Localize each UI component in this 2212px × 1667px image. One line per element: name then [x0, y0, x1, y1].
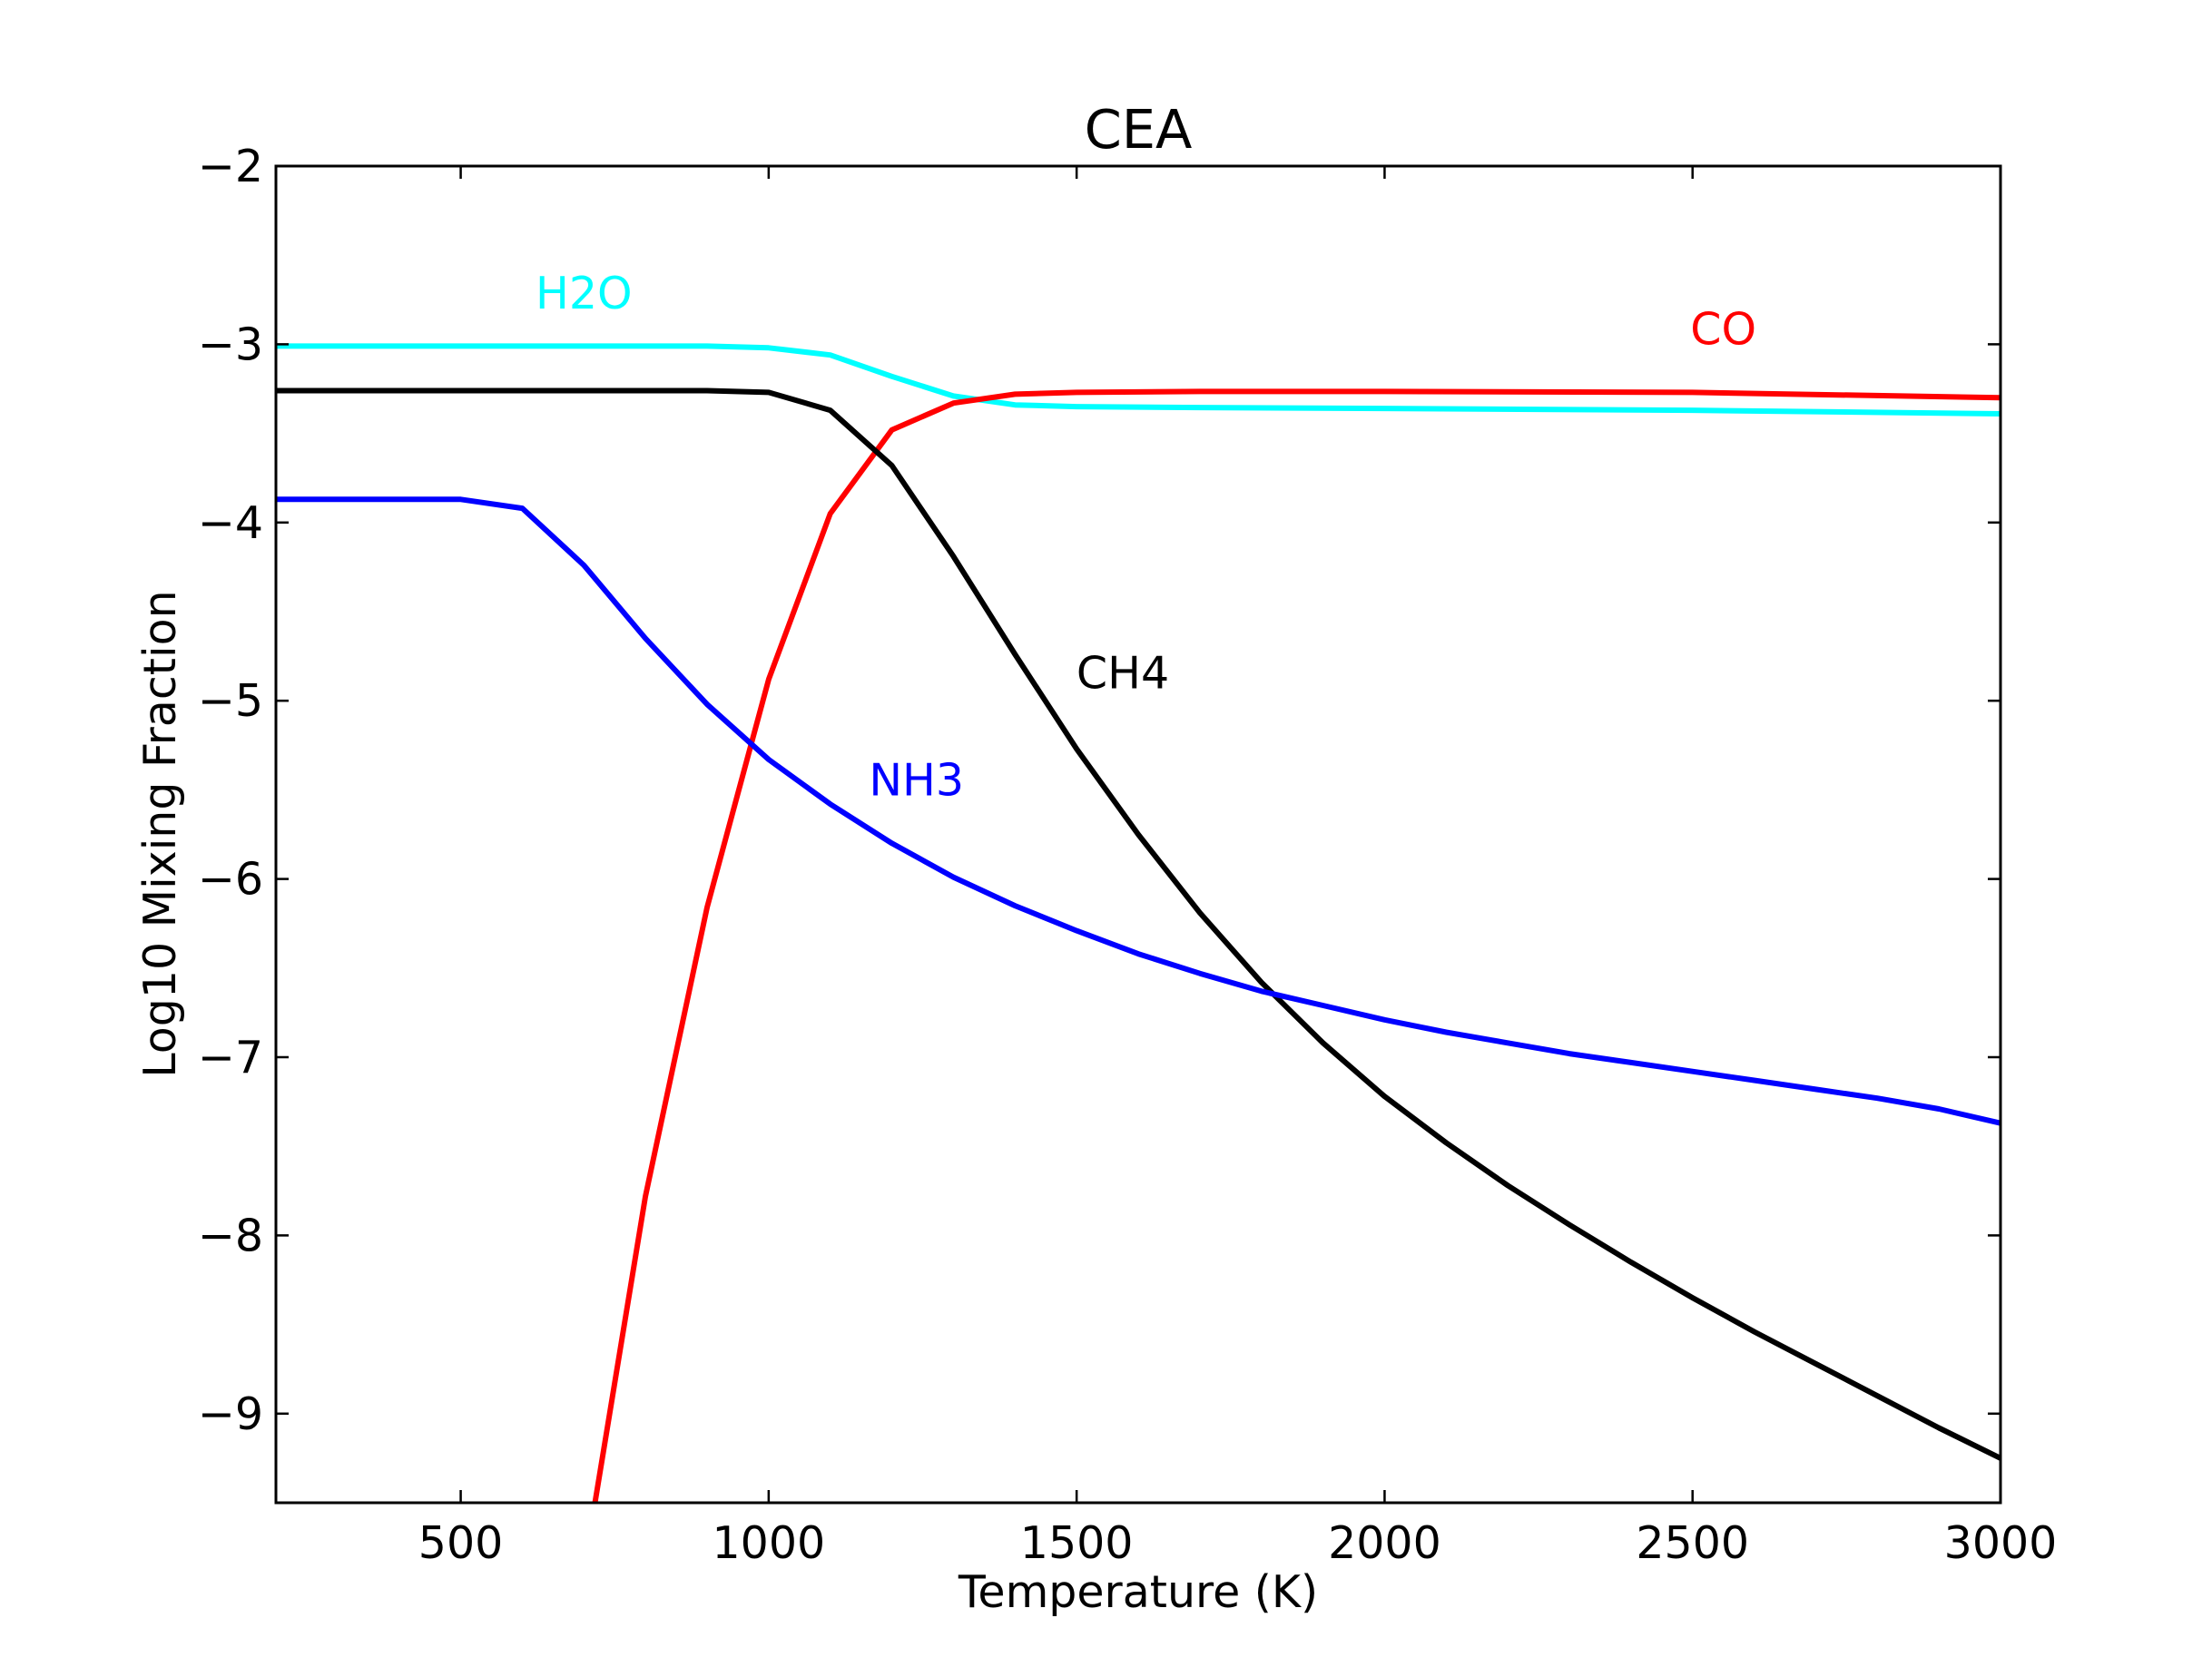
series-labels: H2O CO CH4 NH3	[536, 268, 1756, 806]
plot-frame	[274, 164, 2002, 1505]
y-tick-label: −5	[198, 675, 263, 727]
x-tick-label: 2000	[1328, 1517, 1441, 1569]
series-label-co: CO	[1690, 303, 1756, 355]
y-tick-label: −6	[198, 854, 263, 906]
y-tick-label: −2	[198, 141, 263, 192]
series-line-nh3	[276, 496, 2001, 1126]
series-label-h2o: H2O	[536, 268, 633, 319]
x-tick-label: 2500	[1636, 1517, 1749, 1569]
series-line-co	[592, 388, 2001, 1504]
chart-title: CEA	[1085, 98, 1193, 161]
y-axis-title: Log10 Mixing Fraction	[134, 590, 186, 1077]
x-tick-label: 3000	[1944, 1517, 2058, 1569]
x-tick-label: 500	[418, 1517, 504, 1569]
series-label-nh3: NH3	[869, 754, 964, 806]
series-line-ch4	[276, 387, 2002, 1461]
ticks-layer: 500 1000 1500 2000 2500 3000 −2 −3 −4 −5 −6 −7 −8 −9	[198, 141, 2058, 1569]
y-tick-label: −4	[198, 497, 263, 549]
x-axis-title: Temperature (K)	[958, 1566, 1318, 1618]
y-tick-label: −7	[198, 1032, 263, 1084]
y-tick-label: −3	[198, 319, 263, 370]
series-label-ch4: CH4	[1077, 647, 1169, 699]
y-tick-label: −8	[198, 1210, 263, 1261]
x-tick-label: 1000	[713, 1517, 826, 1569]
series-line-h2o	[276, 343, 2001, 417]
series-layer	[276, 343, 2002, 1504]
x-tick-label: 1500	[1020, 1517, 1134, 1569]
y-tick-label: −9	[198, 1388, 263, 1440]
